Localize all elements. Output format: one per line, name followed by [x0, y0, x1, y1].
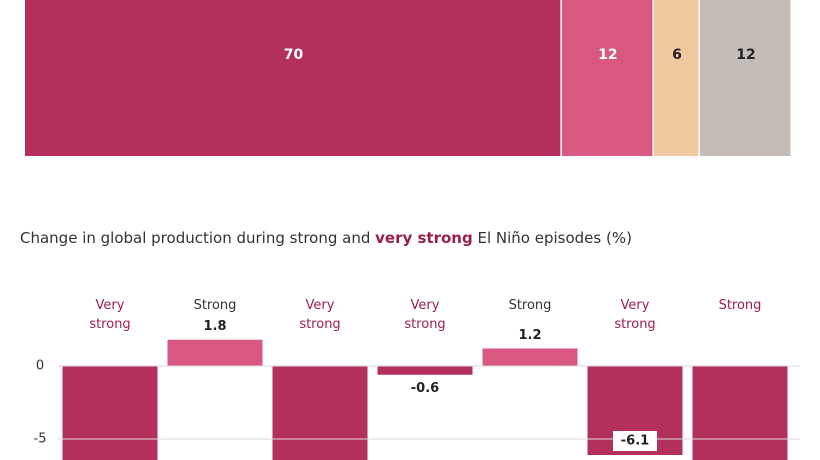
segment-label: 6	[672, 47, 682, 63]
value-label: 1.8	[203, 319, 226, 334]
bar-segment	[25, 0, 561, 156]
segment-label: 12	[598, 47, 617, 63]
title-text: Change in global production during stron…	[20, 229, 376, 247]
chart-title: Change in global production during stron…	[20, 229, 632, 247]
bar	[167, 339, 263, 366]
value-label: -0.6	[411, 381, 439, 396]
bar	[377, 365, 473, 375]
bar	[272, 365, 368, 460]
title-text: El Niño episodes (%)	[472, 229, 632, 247]
segment-label: 12	[736, 47, 755, 63]
category-label: Very strong	[299, 298, 341, 332]
category-label: Strong	[508, 298, 552, 313]
category-label: Very strong	[614, 298, 656, 332]
category-label: Very strong	[404, 298, 446, 332]
value-label: -6.1	[621, 434, 649, 449]
category-label: Strong	[718, 298, 762, 313]
bar	[62, 365, 158, 460]
category-label: Strong	[193, 298, 237, 313]
bar-segment	[561, 0, 653, 156]
bar-segment	[653, 0, 699, 156]
category-label: Very strong	[89, 298, 131, 332]
bar	[482, 348, 578, 366]
y-tick-label: 0	[36, 358, 44, 373]
y-tick-label: -5	[34, 431, 47, 446]
bar-segment	[699, 0, 791, 156]
value-label: 1.2	[518, 328, 541, 343]
title-highlight: very strong	[375, 229, 473, 247]
label-bg	[613, 431, 657, 452]
bar	[692, 365, 788, 460]
plot	[62, 339, 788, 460]
segment-label: 70	[284, 47, 304, 63]
